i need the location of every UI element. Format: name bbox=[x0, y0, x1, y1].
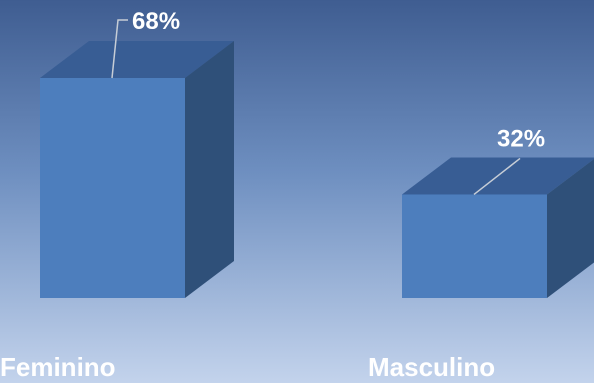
bar-feminino-top-face bbox=[40, 41, 234, 78]
data-label-masculino: 32% bbox=[497, 125, 545, 152]
bar-masculino-side-face bbox=[547, 158, 594, 298]
bar-feminino bbox=[40, 78, 185, 298]
leader-line-feminino bbox=[111, 19, 128, 79]
bar-masculino bbox=[402, 194, 547, 298]
data-label-feminino: 68% bbox=[132, 8, 180, 35]
bar-feminino-side-face bbox=[185, 41, 234, 298]
category-label-masculino: Masculino bbox=[368, 352, 495, 382]
labels-layer: 68% Feminino 32% Masculino bbox=[0, 8, 545, 382]
leader-line-masculino bbox=[473, 157, 521, 196]
category-label-feminino: Feminino bbox=[0, 352, 116, 382]
bars-layer bbox=[40, 41, 594, 298]
